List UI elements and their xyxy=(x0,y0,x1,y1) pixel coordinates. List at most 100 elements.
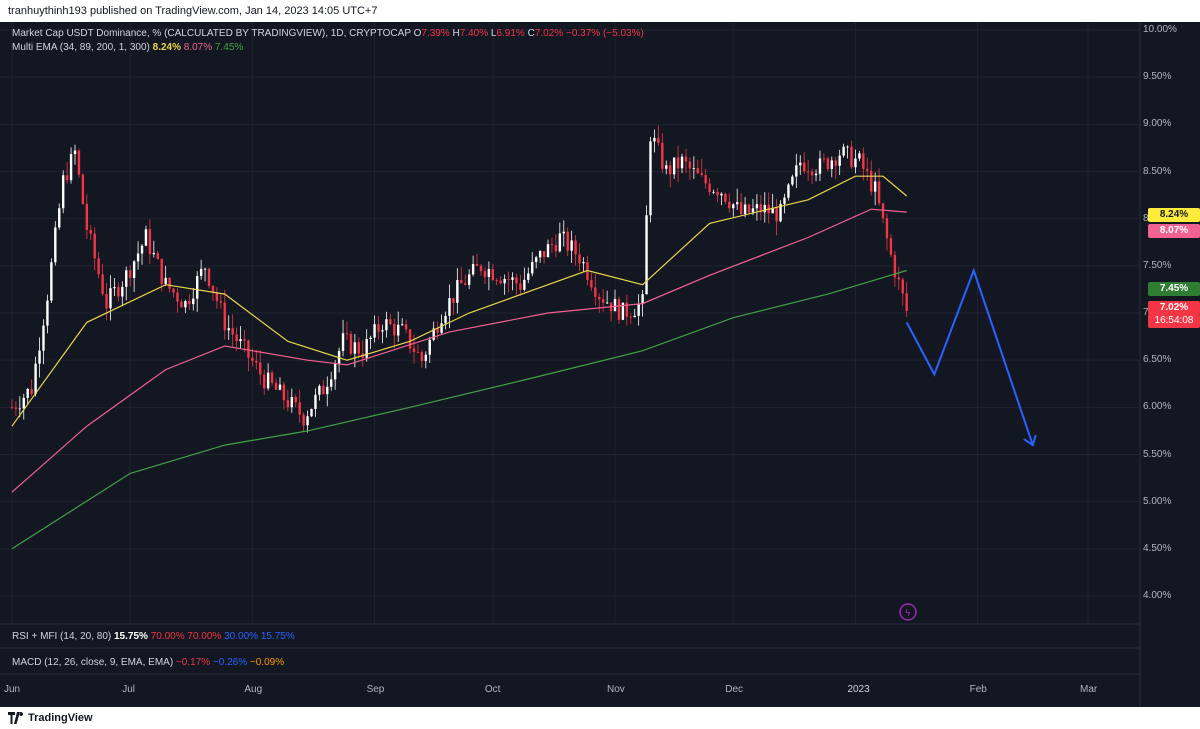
candle-body xyxy=(61,175,65,209)
candle-body xyxy=(448,298,451,316)
alert-icon[interactable] xyxy=(899,603,917,621)
candle-body xyxy=(582,262,585,264)
candle-body xyxy=(400,324,404,326)
candle-body xyxy=(369,337,372,340)
candle-body xyxy=(893,254,897,278)
candle-body xyxy=(160,258,163,284)
candle-body xyxy=(720,193,723,196)
time-tick-label: Jul xyxy=(122,684,135,695)
candle-body xyxy=(310,408,313,417)
candle-body xyxy=(373,324,376,338)
candle-body xyxy=(136,253,140,262)
candle-body xyxy=(34,363,37,394)
candle-body xyxy=(93,233,96,259)
open-label: O xyxy=(413,28,422,39)
candle-body xyxy=(125,270,128,287)
candle-body xyxy=(464,283,467,285)
candle-body xyxy=(542,251,546,258)
candle-body xyxy=(10,407,14,409)
candle-body xyxy=(188,300,191,305)
ema-34-line xyxy=(11,175,908,427)
candle-body xyxy=(617,299,621,320)
candle-body xyxy=(700,173,703,175)
candle-body xyxy=(259,362,262,375)
candle-body xyxy=(633,315,636,318)
candle-body xyxy=(168,277,171,289)
candle-body xyxy=(578,254,581,264)
time-tick-label: Oct xyxy=(484,684,501,695)
macd-value-2: −0.26% xyxy=(212,657,248,668)
price-tick-label: 10.00% xyxy=(1143,24,1177,35)
candle-body xyxy=(483,271,487,277)
rsi-value-1: 15.75% xyxy=(114,631,148,642)
candle-body xyxy=(128,270,132,278)
candle-body xyxy=(326,386,329,395)
ema89-price-label: 8.07% xyxy=(1148,224,1200,238)
candle-body xyxy=(444,315,447,324)
candle-body xyxy=(117,287,120,297)
candle-body xyxy=(594,287,597,297)
candle-body xyxy=(223,302,226,331)
candle-body xyxy=(684,156,688,162)
countdown-label: 16:54:08 xyxy=(1148,314,1200,328)
candle-body xyxy=(54,227,57,263)
projection-arrow-head xyxy=(1023,434,1037,447)
candle-body xyxy=(148,229,152,255)
candle-body xyxy=(231,328,234,335)
candle-body xyxy=(692,168,696,169)
candle-body xyxy=(803,162,806,172)
candle-body xyxy=(278,384,282,390)
candle-body xyxy=(495,280,498,281)
rsi-legend: RSI + MFI (14, 20, 80) 15.75% 70.00% 70.… xyxy=(12,631,295,642)
candle-body xyxy=(806,171,810,173)
candle-body xyxy=(97,258,100,275)
candle-body xyxy=(266,372,270,389)
candle-body xyxy=(22,397,25,409)
publish-info: tranhuythinh193 published on TradingView… xyxy=(8,5,378,17)
candle-body xyxy=(625,302,629,317)
candle-body xyxy=(613,299,617,312)
candle-body xyxy=(132,261,136,278)
price-tick-label: 7.50% xyxy=(1143,259,1172,271)
candle-body xyxy=(905,293,908,312)
candle-body xyxy=(192,298,195,305)
candle-body xyxy=(601,299,605,303)
candle-body xyxy=(207,268,211,286)
candle-body xyxy=(846,146,849,148)
candle-body xyxy=(739,202,743,214)
candle-body xyxy=(452,298,455,303)
candle-body xyxy=(735,202,739,205)
candle-body xyxy=(665,165,668,169)
candle-body xyxy=(889,238,893,255)
candle-body xyxy=(381,330,384,332)
candle-body xyxy=(795,165,798,177)
candle-body xyxy=(842,146,845,156)
candle-body xyxy=(58,208,61,228)
candle-body xyxy=(203,268,207,270)
candle-body xyxy=(349,333,353,354)
footer-bar: TradingView xyxy=(0,707,1200,729)
brand-name: TradingView xyxy=(28,712,93,724)
ema-200-line xyxy=(11,269,907,550)
candle-body xyxy=(531,261,534,274)
candle-body xyxy=(672,157,676,175)
close-label: C xyxy=(527,28,535,39)
candle-body xyxy=(743,204,747,214)
candle-body xyxy=(877,181,881,204)
ema-89-line xyxy=(11,208,907,493)
candle-body xyxy=(152,253,156,255)
candle-body xyxy=(574,240,577,255)
candle-body xyxy=(605,302,609,304)
candle-body xyxy=(243,339,246,341)
candle-body xyxy=(14,407,18,409)
candle-body xyxy=(558,233,562,252)
candle-body xyxy=(420,352,424,361)
candle-body xyxy=(696,168,699,174)
candle-body xyxy=(491,268,495,281)
candle-body xyxy=(345,333,349,335)
price-chart[interactable]: ϟ xyxy=(0,22,1200,707)
candle-body xyxy=(814,173,818,176)
candle-body xyxy=(294,396,297,403)
rsi-value-2: 70.00% xyxy=(150,631,185,642)
candle-body xyxy=(818,158,822,174)
